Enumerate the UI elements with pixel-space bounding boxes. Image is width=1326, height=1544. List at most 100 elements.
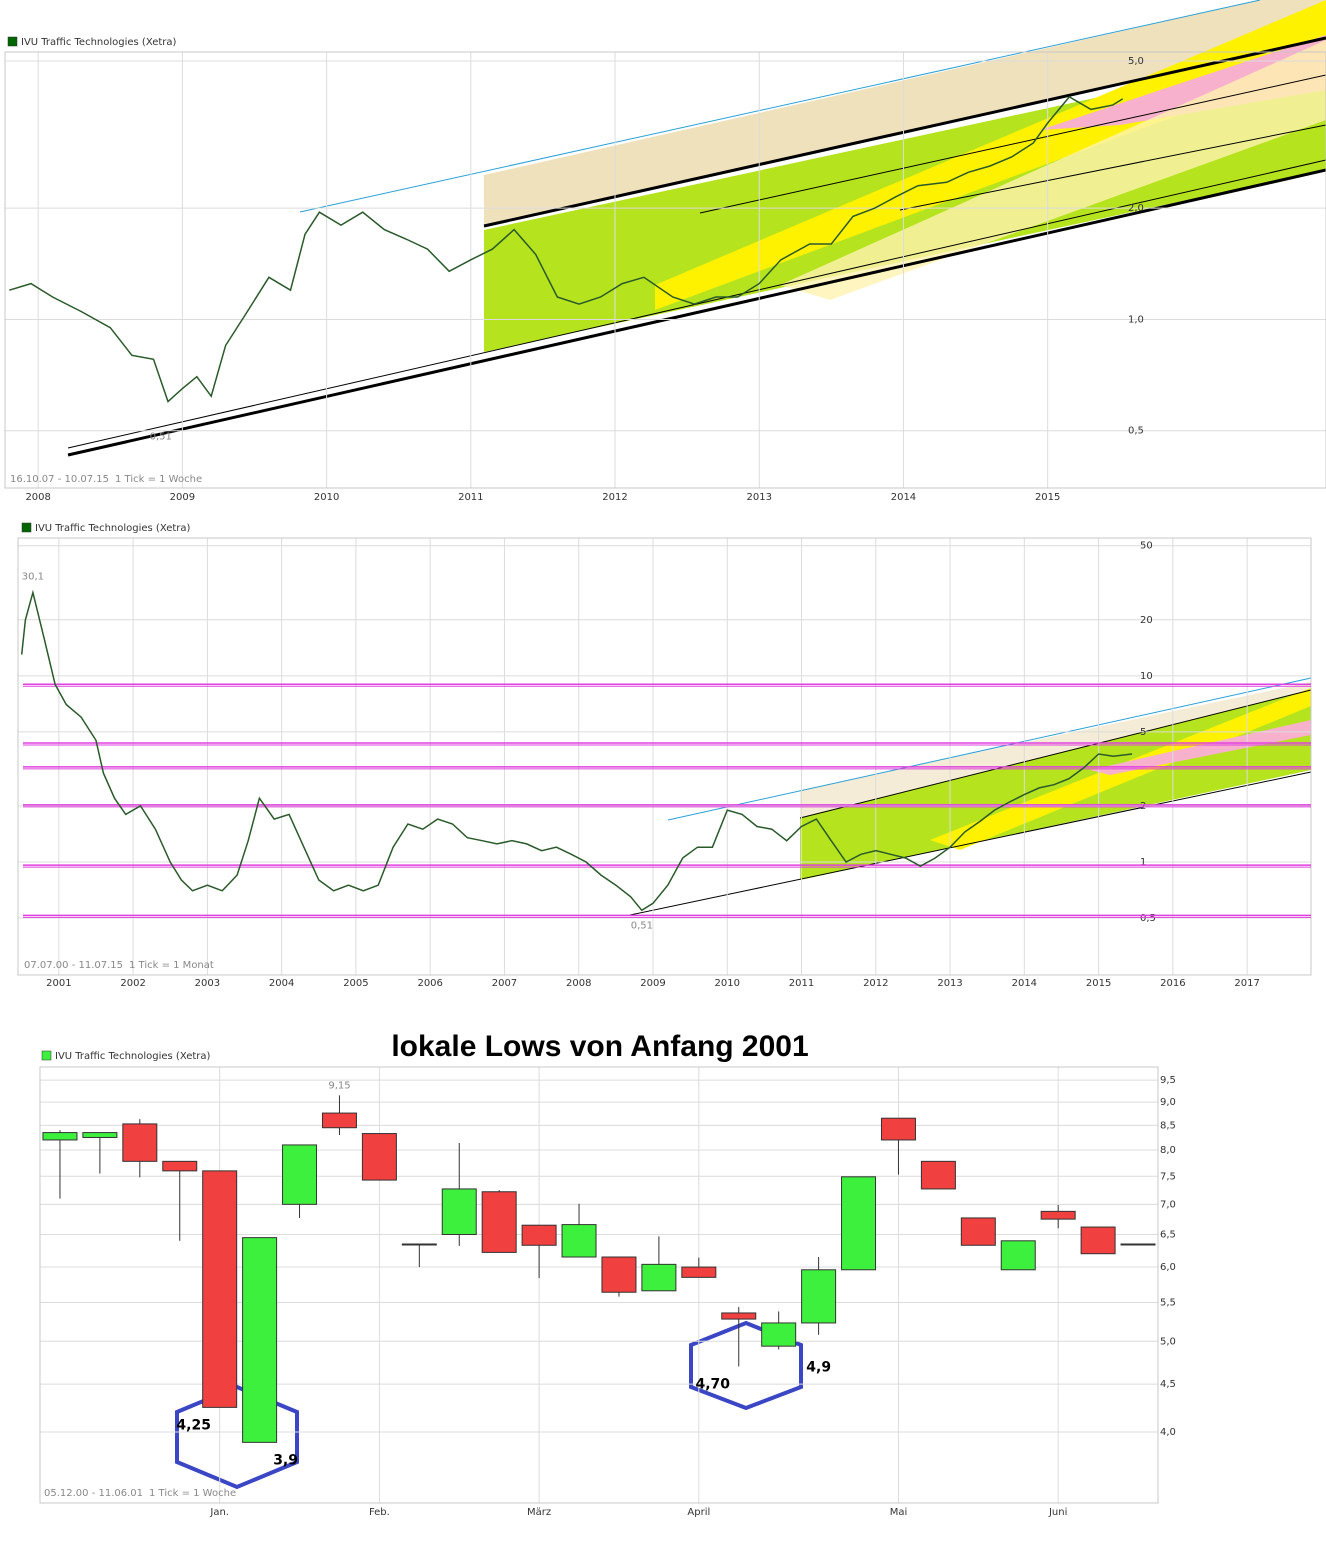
candle-body xyxy=(82,1132,118,1138)
y-tick-label: 4,0 xyxy=(1160,1427,1176,1438)
x-tick-label: 2016 xyxy=(1160,978,1185,989)
candle-body xyxy=(1040,1210,1076,1220)
y-tick-label: 6,0 xyxy=(1160,1262,1176,1273)
candle-body xyxy=(242,1237,278,1443)
chart: 4,0 4,5 5,0 5,5 6,0 6,5 7,0 7,5 8,0 8,5 9,0 9,5 Jan.… xyxy=(39,1030,1176,1518)
legend-label: IVU Traffic Technologies (Xetra) xyxy=(55,1051,211,1062)
annotation: 0,51 xyxy=(150,432,172,443)
candle-body xyxy=(42,1132,78,1141)
candle-body xyxy=(521,1224,557,1246)
x-tick-label: 2009 xyxy=(640,978,665,989)
y-tick-label: 2,0 xyxy=(1128,203,1144,214)
y-tick-label: 9,5 xyxy=(1160,1075,1176,1086)
x-tick-label: 2006 xyxy=(417,978,442,989)
y-tick-label: 20 xyxy=(1140,615,1153,626)
annotation: 0,51 xyxy=(631,920,653,931)
x-tick-label: 2017 xyxy=(1234,978,1259,989)
legend-swatch xyxy=(41,1050,52,1061)
candle-body xyxy=(1120,1243,1156,1246)
date-range: 05.12.00 - 11.06.01 xyxy=(44,1488,143,1499)
tick-note: 1 Tick = 1 Woche xyxy=(149,1488,236,1499)
candle-body xyxy=(1080,1226,1116,1255)
x-tick-label: 2010 xyxy=(314,492,339,503)
x-tick-label: 2014 xyxy=(1012,978,1037,989)
x-tick-label: 2003 xyxy=(195,978,220,989)
x-tick-label: 2001 xyxy=(46,978,71,989)
x-tick-label: 2008 xyxy=(566,978,591,989)
legend-swatch xyxy=(7,36,18,47)
chart-title: lokale Lows von Anfang 2001 xyxy=(391,1030,808,1063)
y-tick-label: 6,5 xyxy=(1160,1229,1176,1240)
candle-body xyxy=(162,1160,198,1172)
legend-label: IVU Traffic Technologies (Xetra) xyxy=(35,523,191,534)
candle-body xyxy=(361,1133,397,1181)
x-tick-label: 2015 xyxy=(1035,492,1060,503)
highlight-hexagon xyxy=(689,1320,803,1411)
annotation: 3,9 xyxy=(273,1452,298,1468)
price-line xyxy=(9,95,1124,403)
x-tick-label: 2013 xyxy=(747,492,772,503)
y-tick-label: 8,5 xyxy=(1160,1120,1176,1131)
y-tick-label: 7,0 xyxy=(1160,1199,1176,1210)
candle-body xyxy=(721,1312,757,1320)
x-tick-label: 2011 xyxy=(789,978,814,989)
date-range: 16.10.07 - 10.07.15 xyxy=(10,474,109,485)
x-tick-label: 2014 xyxy=(891,492,916,503)
x-tick-label: April xyxy=(687,1507,710,1518)
x-tick-label: 2009 xyxy=(170,492,195,503)
plot-frame xyxy=(17,537,1312,976)
y-tick-label: 10 xyxy=(1140,671,1153,682)
y-tick-label: 0,5 xyxy=(1140,913,1156,924)
x-tick-label: 2012 xyxy=(863,978,888,989)
annotation: 30,1 xyxy=(22,572,44,583)
candle-body xyxy=(681,1266,717,1278)
y-tick-label: 5,5 xyxy=(1160,1297,1176,1308)
x-tick-label: 2005 xyxy=(343,978,368,989)
x-tick-label: Jan. xyxy=(209,1507,229,1518)
chart: 0,51251020502001200220032004200520062007… xyxy=(17,522,1312,989)
x-tick-label: Juni xyxy=(1048,1507,1067,1518)
candle-body xyxy=(1000,1240,1036,1271)
candle-body xyxy=(960,1217,996,1246)
y-tick-label: 5 xyxy=(1140,727,1146,738)
y-tick-label: 0,5 xyxy=(1128,426,1144,437)
x-tick-label: 2012 xyxy=(602,492,627,503)
plot-frame xyxy=(39,1066,1159,1504)
channels-1 xyxy=(67,0,1326,457)
y-tick-label: 4,5 xyxy=(1160,1379,1176,1390)
x-tick-label: Mai xyxy=(890,1507,908,1518)
x-tick-label: 2007 xyxy=(492,978,517,989)
candle-body xyxy=(920,1160,956,1190)
candle-body xyxy=(841,1176,877,1271)
candle-body xyxy=(321,1112,357,1129)
candle-body xyxy=(880,1117,916,1141)
x-tick-label: 2015 xyxy=(1086,978,1111,989)
tick-note: 1 Tick = 1 Woche xyxy=(115,474,202,485)
channels-2 xyxy=(629,677,1312,916)
plot-frame xyxy=(4,51,1326,489)
y-tick-label: 5,0 xyxy=(1128,56,1144,67)
price-line xyxy=(20,589,1133,912)
candle-body xyxy=(202,1170,238,1408)
annotation: 4,9 xyxy=(806,1359,831,1375)
y-tick-label: 9,0 xyxy=(1160,1097,1176,1108)
x-tick-label: März xyxy=(527,1507,551,1518)
y-tick-label: 7,5 xyxy=(1160,1171,1176,1182)
x-tick-label: 2008 xyxy=(25,492,50,503)
x-tick-label: 2010 xyxy=(715,978,740,989)
x-tick-label: 2013 xyxy=(937,978,962,989)
candle-body xyxy=(761,1322,797,1347)
x-tick-label: 2004 xyxy=(269,978,294,989)
y-tick-label: 1,0 xyxy=(1128,314,1144,325)
candle-body xyxy=(801,1269,837,1324)
chart: 0,5 1,0 2,0 5,0 2008 2009 2010 2011 2012 2013 2014… xyxy=(4,36,1326,503)
candle-body xyxy=(441,1188,477,1235)
candle-body xyxy=(601,1256,637,1293)
candle-body xyxy=(561,1224,597,1258)
x-tick-label: 2011 xyxy=(458,492,483,503)
x-tick-label: Feb. xyxy=(369,1507,390,1518)
y-tick-label: 5,0 xyxy=(1160,1336,1176,1347)
candle-body xyxy=(122,1123,158,1162)
y-tick-label: 1 xyxy=(1140,857,1146,868)
